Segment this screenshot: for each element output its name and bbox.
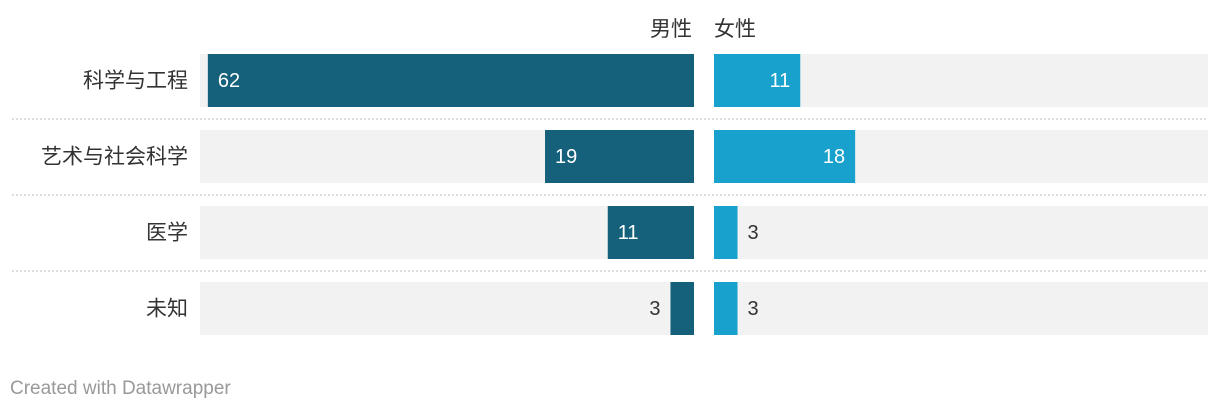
bar-female (714, 130, 856, 183)
panel (714, 206, 1208, 259)
value-label: 3 (748, 222, 759, 244)
bar-female (714, 54, 801, 107)
bar-male (670, 282, 694, 335)
bar-female (714, 206, 738, 259)
category-label: 科学与工程 (83, 69, 188, 93)
category-label: 医学 (146, 221, 188, 245)
value-label: 62 (218, 70, 240, 92)
value-label: 19 (555, 146, 577, 168)
bar-female (714, 282, 738, 335)
credit: Created with Datawrapper (10, 378, 231, 399)
value-label: 3 (649, 298, 660, 320)
value-label: 18 (823, 146, 845, 168)
category-label: 未知 (146, 297, 188, 321)
bar-male (207, 54, 695, 107)
bar-male (545, 130, 694, 183)
legend-female: 女性 (714, 17, 756, 41)
value-label: 11 (769, 70, 790, 92)
legend-male: 男性 (650, 17, 692, 41)
value-label: 3 (748, 298, 759, 320)
bar-male (607, 206, 694, 259)
value-label: 11 (618, 222, 639, 244)
panel (714, 282, 1208, 335)
panel (200, 282, 694, 335)
category-label: 艺术与社会科学 (41, 145, 188, 169)
